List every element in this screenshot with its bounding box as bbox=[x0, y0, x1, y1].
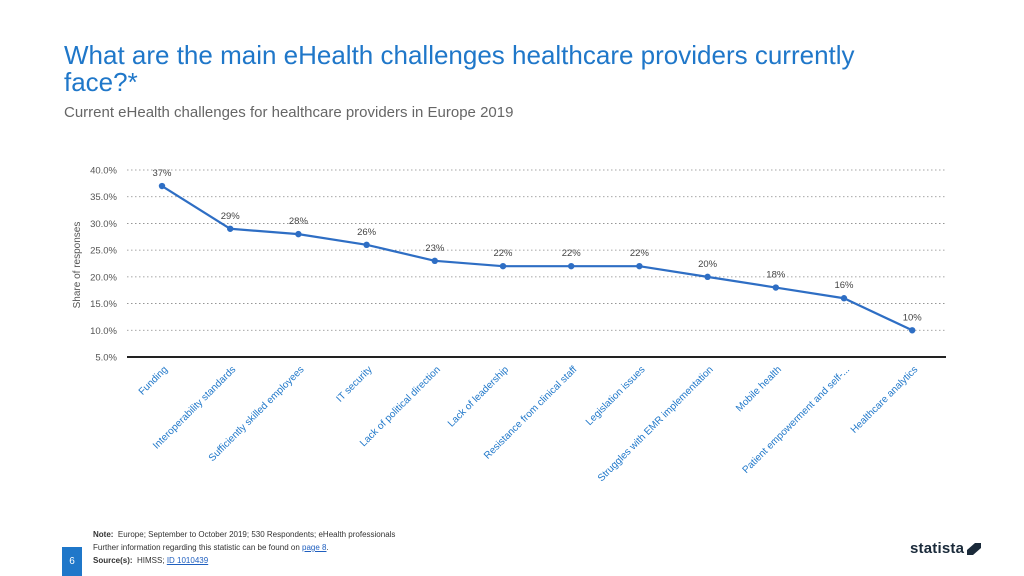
y-tick-label: 10.0% bbox=[90, 326, 117, 337]
data-point bbox=[499, 262, 507, 270]
y-tick-label: 40.0% bbox=[90, 166, 117, 177]
data-point bbox=[431, 257, 438, 265]
data-label: 22% bbox=[493, 248, 513, 259]
note-label: Note: bbox=[93, 530, 114, 539]
data-point bbox=[295, 230, 302, 238]
data-point bbox=[363, 241, 370, 248]
logo-mark-icon bbox=[967, 542, 982, 555]
series-polyline bbox=[161, 185, 913, 332]
page-subtitle: Current eHealth challenges for healthcar… bbox=[64, 104, 514, 121]
x-tick-label: IT security bbox=[334, 364, 374, 404]
x-tick-label: Patient empowerment and self-... bbox=[741, 364, 853, 476]
footer-notes: Note: Europe; September to October 2019;… bbox=[93, 528, 395, 567]
x-tick-label: Mobile health bbox=[734, 364, 784, 414]
x-tick-label: Funding bbox=[137, 364, 170, 397]
data-point bbox=[158, 182, 166, 190]
page-link[interactable]: page 8 bbox=[302, 543, 327, 552]
source-text: HIMSS; bbox=[137, 556, 165, 565]
data-label: 22% bbox=[630, 248, 650, 259]
y-tick-label: 15.0% bbox=[90, 299, 117, 310]
data-label: 16% bbox=[834, 280, 854, 291]
data-point bbox=[840, 295, 848, 302]
data-point bbox=[704, 273, 711, 281]
data-point bbox=[227, 225, 234, 232]
note-text: Europe; September to October 2019; 530 R… bbox=[117, 530, 396, 539]
data-label: 28% bbox=[289, 216, 309, 227]
y-tick-label: 35.0% bbox=[90, 192, 117, 203]
data-point bbox=[772, 284, 779, 291]
y-tick-labels: 5.0% 10.0% 15.0% 20.0% 25.0% 30.0% 35.0% 40.0% bbox=[90, 166, 117, 364]
x-tick-label: Healthcare analytics bbox=[849, 364, 920, 435]
line-chart: 5.0%10.0%15.0%20.0%25.0%30.0%35.0%40.0% … bbox=[72, 166, 946, 484]
logo-text: statista bbox=[910, 540, 965, 557]
data-label: 10% bbox=[903, 312, 923, 323]
y-tick-label: 20.0% bbox=[90, 272, 117, 283]
statista-logo: statista bbox=[910, 540, 982, 557]
data-label: 23% bbox=[425, 243, 445, 254]
data-label: 29% bbox=[221, 211, 241, 222]
info-end: . bbox=[326, 543, 329, 552]
data-points bbox=[158, 182, 916, 334]
data-point bbox=[909, 327, 916, 334]
grid-lines bbox=[127, 169, 946, 331]
y-tick-label: 5.0% bbox=[95, 353, 117, 364]
x-tick-label: Lack of leadership bbox=[446, 364, 511, 429]
info-text: Further information regarding this stati… bbox=[93, 543, 300, 552]
x-tick-label: Legislation issues bbox=[584, 364, 648, 428]
x-tick-label: Struggles with EMR implementation bbox=[596, 364, 716, 484]
data-labels: 37% 29% 28% 26% 23% 22% 22% 22% 20% 18% 16% 10% bbox=[152, 168, 922, 323]
y-tick-label: 25.0% bbox=[90, 246, 117, 257]
data-label: 37% bbox=[152, 168, 172, 179]
data-label: 22% bbox=[562, 248, 582, 259]
series-line bbox=[161, 185, 913, 332]
data-label: 20% bbox=[698, 259, 718, 270]
data-point bbox=[568, 262, 575, 270]
source-label: Source(s): bbox=[93, 556, 133, 565]
y-tick-label: 30.0% bbox=[90, 219, 117, 230]
data-point bbox=[636, 262, 643, 270]
data-label: 18% bbox=[766, 270, 786, 281]
y-axis-label: Share of responses bbox=[72, 222, 83, 309]
source-link[interactable]: ID 1010439 bbox=[166, 556, 209, 565]
data-label: 26% bbox=[357, 227, 377, 238]
x-tick-label: Lack of political direction bbox=[358, 364, 443, 449]
page-number: 6 bbox=[62, 547, 82, 576]
page-title: What are the main eHealth challenges hea… bbox=[64, 40, 855, 97]
